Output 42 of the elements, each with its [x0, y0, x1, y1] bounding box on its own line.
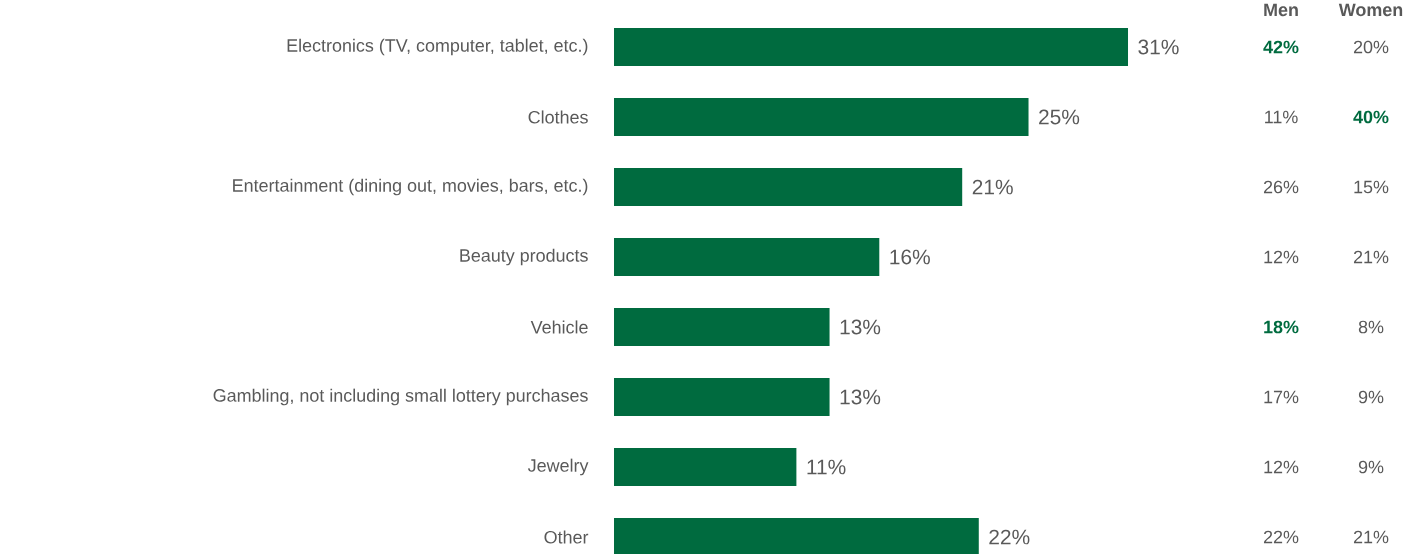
y-tick-label: Beauty products — [460, 248, 588, 266]
y-tick-label: Clothes — [528, 110, 588, 124]
text: 18% — [1264, 320, 1299, 334]
text: 20% — [1353, 40, 1389, 54]
data-label: 21% — [972, 179, 1013, 195]
bar — [614, 308, 830, 346]
bar — [614, 448, 797, 486]
bar — [614, 518, 979, 554]
data-label: 22% — [989, 529, 1030, 545]
bar — [614, 98, 1029, 136]
bar — [614, 168, 963, 206]
y-tick-label: Vehicle — [530, 320, 588, 334]
text: 21% — [1353, 530, 1389, 544]
text: 17% — [1264, 390, 1299, 404]
y-tick-label: Electronics (TV, computer, tablet, etc.) — [287, 38, 588, 56]
y-tick-label: Gambling, not including small lottery purchases — [213, 388, 588, 406]
text: 40% — [1353, 110, 1389, 124]
text: 42% — [1263, 40, 1299, 54]
text: 11% — [1265, 110, 1298, 124]
data-label: 11% — [807, 459, 846, 475]
text: 9% — [1358, 390, 1384, 404]
data-label: 13% — [840, 319, 881, 335]
text: 15% — [1354, 180, 1389, 194]
text: 22% — [1263, 530, 1299, 544]
data-label: 31% — [1138, 39, 1179, 55]
text: 12% — [1264, 460, 1299, 474]
text: 12% — [1264, 250, 1299, 264]
bar — [614, 28, 1129, 66]
text: 21% — [1353, 250, 1389, 264]
text: 8% — [1358, 320, 1384, 334]
y-tick-label: Entertainment (dining out, movies, bars, etc.) — [233, 178, 588, 196]
data-label: 16% — [890, 249, 930, 265]
y-tick-label: Jewelry — [527, 458, 589, 476]
text: 26% — [1263, 180, 1299, 194]
category-label: Men — [1264, 3, 1298, 17]
data-label: 25% — [1039, 109, 1080, 125]
bar — [614, 378, 830, 416]
category-label: Women — [1338, 3, 1403, 17]
y-tick-label: Other — [544, 530, 589, 544]
bar — [614, 238, 880, 276]
text: 9% — [1358, 460, 1384, 474]
data-label: 13% — [840, 389, 881, 405]
